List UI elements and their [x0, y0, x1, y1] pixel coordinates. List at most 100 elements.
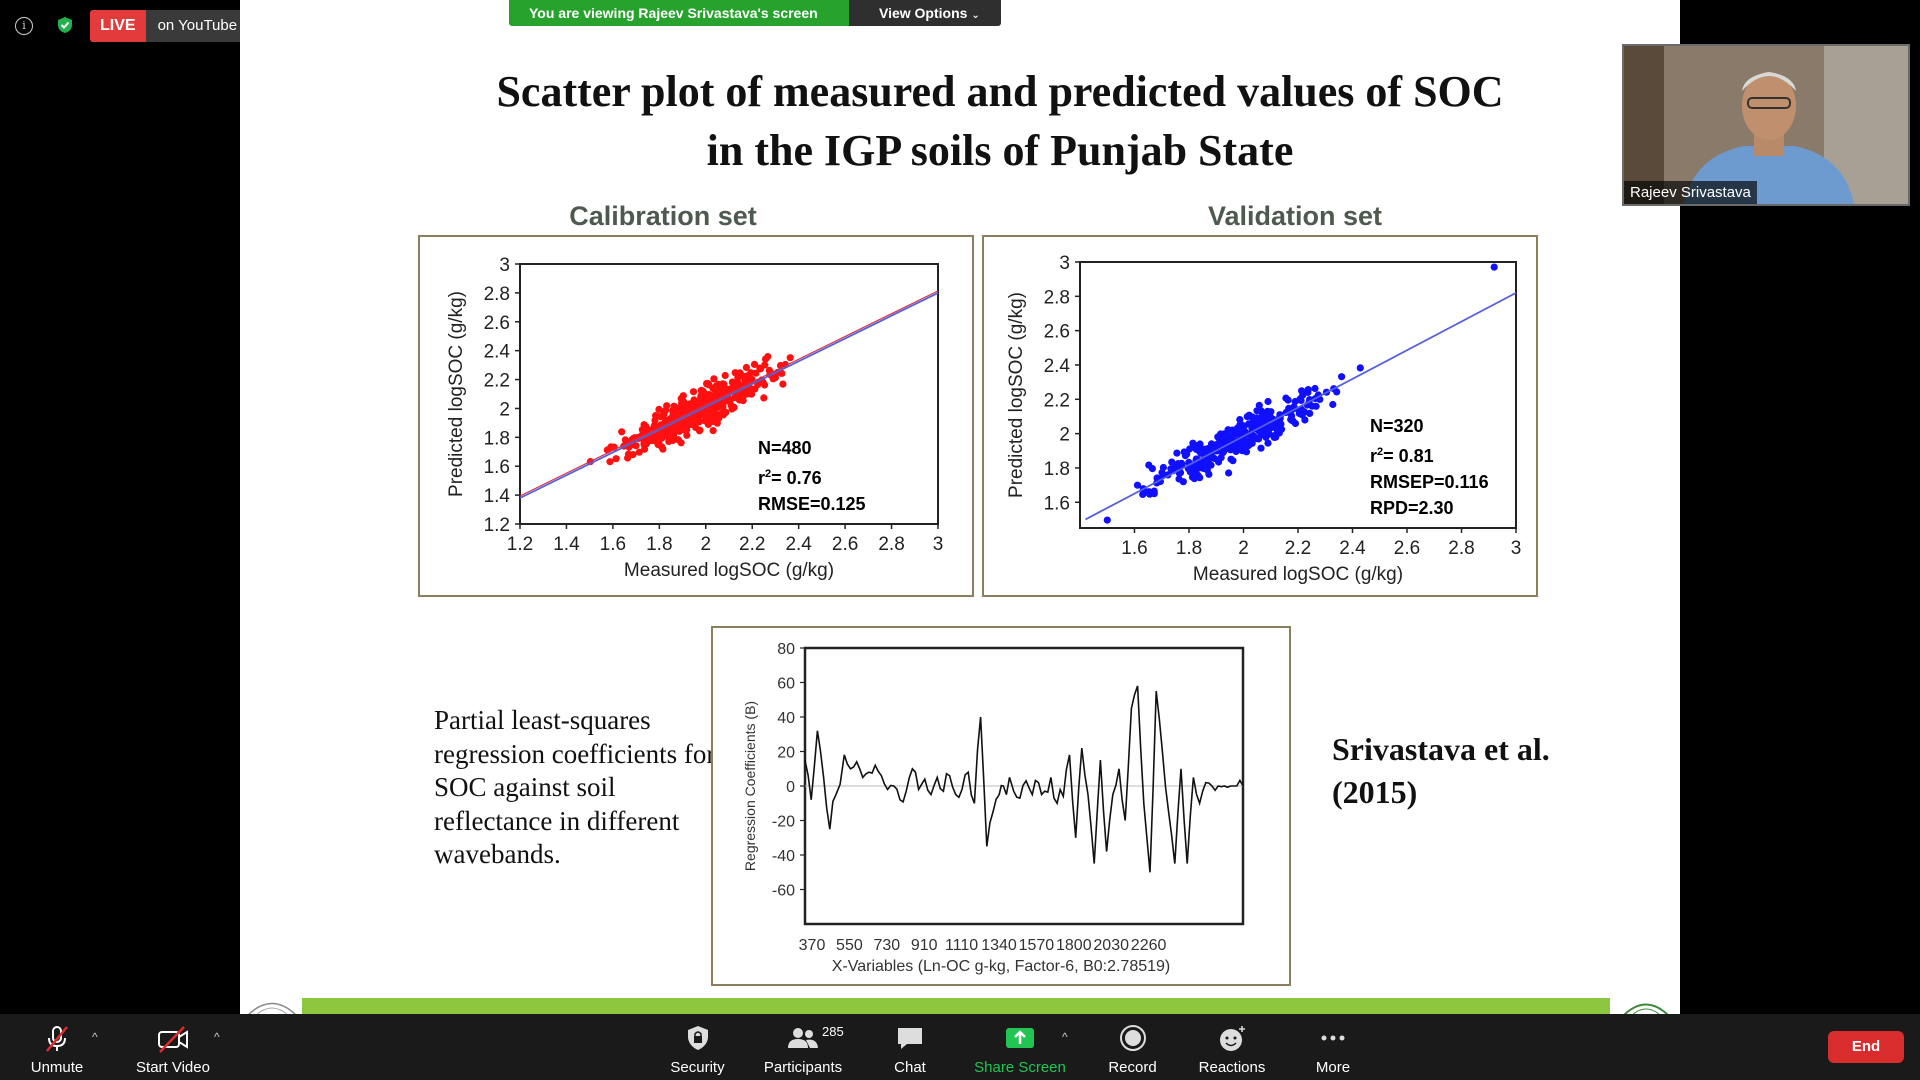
validation-point — [1236, 416, 1244, 424]
encryption-shield-icon[interactable] — [56, 16, 74, 34]
calibration-y-tick-label: 1.8 — [484, 428, 510, 449]
validation-point — [1207, 461, 1215, 469]
participants-icon — [788, 1028, 818, 1048]
validation-point — [1333, 388, 1341, 396]
calibration-y-tick-label: 1.4 — [484, 486, 511, 507]
validation-point — [1267, 408, 1275, 416]
validation-point — [1210, 454, 1218, 463]
share-options-chevron-icon[interactable]: ^ — [1062, 1030, 1068, 1044]
reactions-button[interactable]: Reactions — [1192, 1014, 1272, 1080]
validation-point — [1301, 416, 1309, 424]
slide-footer-bar — [302, 998, 1610, 1015]
audio-options-chevron-icon[interactable]: ^ — [92, 1030, 98, 1044]
unmute-button[interactable]: Unmute — [22, 1014, 92, 1080]
calibration-point — [662, 406, 670, 414]
calibration-point — [719, 402, 727, 410]
participants-button[interactable]: 285 Participants — [758, 1014, 848, 1080]
validation-stats: N=320 r2= 0.81 RMSEP=0.116 RPD=2.30 — [1370, 413, 1489, 521]
participant-video-tile[interactable]: Rajeev Srivastava — [1622, 44, 1910, 206]
calibration-x-tick-label: 2.6 — [832, 534, 858, 555]
calibration-point — [683, 431, 691, 439]
pls-x-tick-label: 910 — [911, 937, 938, 954]
validation-y-axis-label: Predicted logSOC (g/kg) — [1006, 292, 1027, 498]
calibration-stats: N=480 r2= 0.76 RMSE=0.125 — [758, 435, 866, 517]
more-button[interactable]: More — [1293, 1014, 1373, 1080]
pls-y-tick-label: -20 — [772, 814, 795, 831]
pls-coefficient-line — [804, 685, 1244, 873]
validation-x-tick-label: 2.8 — [1448, 538, 1474, 559]
calibration-y-tick-label: 3 — [499, 255, 510, 276]
calibration-point — [744, 372, 752, 380]
calibration-point — [606, 458, 614, 466]
info-icon[interactable]: i — [15, 17, 33, 35]
validation-point — [1148, 465, 1156, 473]
validation-stat-n: N=320 — [1370, 416, 1424, 436]
calibration-y-tick-label: 2 — [499, 399, 510, 420]
validation-point — [1186, 445, 1194, 453]
validation-point — [1306, 409, 1314, 417]
muted-microphone-icon — [46, 1026, 68, 1052]
pls-coefficients-svg: 80 60 40 20 0 -20 -40 -60 370 550 730 910 1110 1340 15… — [742, 641, 1245, 975]
end-meeting-button[interactable]: End — [1828, 1031, 1904, 1063]
pls-y-tick-label: -60 — [772, 883, 795, 900]
calibration-point — [709, 427, 717, 435]
calibration-point — [640, 441, 648, 449]
pls-x-tick-label: 1570 — [1019, 937, 1055, 954]
calibration-point — [779, 380, 787, 388]
chat-button[interactable]: Chat — [870, 1014, 950, 1080]
validation-point — [1275, 429, 1283, 437]
security-button[interactable]: Security — [660, 1014, 735, 1080]
participant-video-frame — [1624, 46, 1908, 204]
validation-point — [1178, 459, 1186, 467]
calibration-x-tick-label: 2.4 — [785, 534, 812, 555]
validation-y-tick-label: 2.6 — [1044, 322, 1070, 343]
security-label: Security — [670, 1059, 725, 1076]
calibration-x-axis-label: Measured logSOC (g/kg) — [624, 560, 834, 581]
pls-y-axis-label: Regression Coefficients (B) — [742, 701, 758, 871]
validation-point — [1225, 469, 1233, 477]
live-stream-badge[interactable]: LIVE on YouTube ▼ — [90, 10, 262, 42]
record-button[interactable]: Record — [1095, 1014, 1170, 1080]
validation-scatter-svg: 1.6 1.8 2 2.2 2.4 2.6 2.8 3 1.6 1.8 2 2.2 2.4 2.6 2.8 3… — [1006, 253, 1521, 585]
validation-point — [1229, 457, 1237, 465]
calibration-point — [747, 385, 755, 393]
pls-y-tick-label: 60 — [777, 676, 795, 693]
calibration-point — [721, 371, 729, 380]
validation-point — [1338, 373, 1346, 381]
validation-point — [1158, 469, 1166, 477]
start-video-button[interactable]: Start Video — [128, 1014, 218, 1080]
validation-stat-r2: r2= 0.81 — [1370, 446, 1434, 466]
pls-x-tick-label: 2030 — [1093, 937, 1129, 954]
more-label: More — [1315, 1059, 1351, 1076]
validation-chart-title: Validation set — [1207, 201, 1383, 231]
calibration-point — [677, 439, 685, 447]
validation-point — [1234, 442, 1242, 450]
chevron-down-icon: ⌄ — [971, 10, 980, 21]
share-screen-button[interactable]: Share Screen — [968, 1014, 1072, 1080]
validation-point — [1181, 452, 1189, 460]
calibration-point — [702, 416, 710, 424]
validation-point — [1173, 449, 1181, 457]
calibration-y-tick-label: 2.2 — [484, 371, 510, 392]
calibration-x-tick-label: 1.2 — [507, 534, 533, 555]
calibration-point — [734, 373, 742, 382]
slide-title-line1: Scatter plot of measured and predicted v… — [496, 67, 1504, 116]
calibration-point — [621, 436, 629, 444]
validation-point — [1230, 430, 1239, 438]
calibration-point — [742, 363, 750, 372]
validation-y-tick-label: 1.6 — [1044, 493, 1070, 514]
calibration-point — [695, 418, 703, 426]
view-options-button[interactable]: View Options ⌄ — [849, 0, 1001, 26]
calibration-x-tick-label: 1.8 — [646, 534, 672, 555]
validation-y-tick-label: 2.8 — [1044, 287, 1070, 308]
calibration-point — [655, 405, 663, 413]
pls-y-tick-label: 40 — [777, 710, 795, 727]
validation-point — [1145, 488, 1153, 496]
calibration-point — [612, 455, 620, 463]
calibration-stat-n: N=480 — [758, 438, 812, 458]
calibration-point — [764, 353, 772, 361]
calibration-point — [756, 364, 764, 372]
video-options-chevron-icon[interactable]: ^ — [214, 1030, 220, 1044]
institute-logo-left — [247, 1002, 297, 1015]
validation-point — [1103, 516, 1111, 524]
